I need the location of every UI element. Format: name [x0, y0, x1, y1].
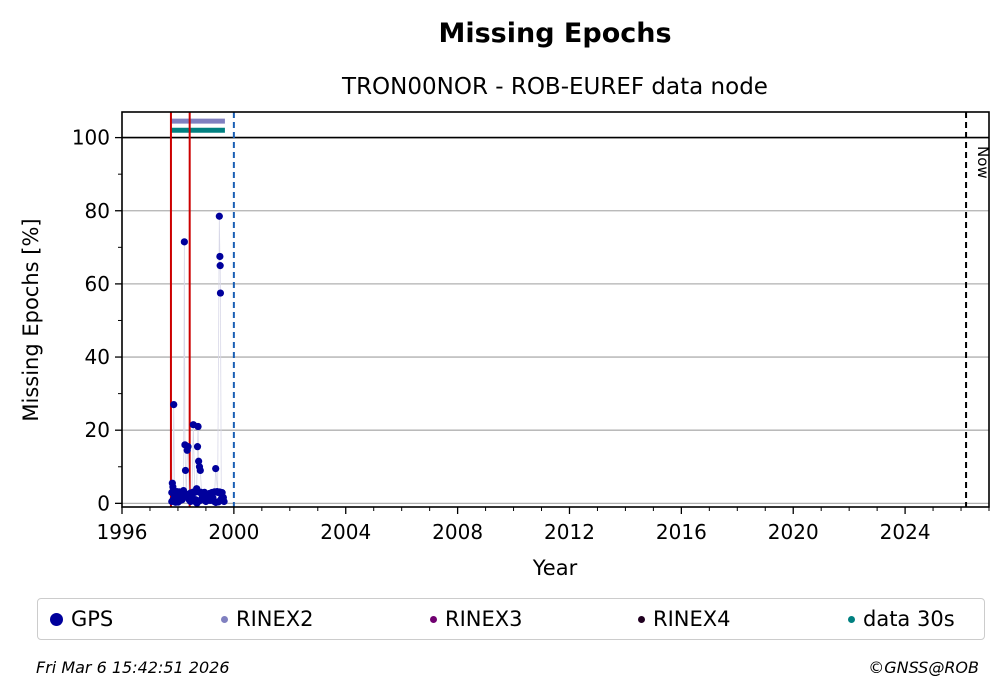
gps-point-28 — [196, 466, 204, 475]
footer-copyright: ©GNSS@ROB — [868, 658, 979, 677]
y-tick-label-20: 20 — [85, 418, 110, 442]
y-tick-label-80: 80 — [85, 199, 110, 223]
gps-point-11 — [180, 238, 188, 246]
x-tick-label-2012: 2012 — [544, 520, 595, 544]
chart-title: Missing Epochs — [438, 18, 671, 49]
legend-label-data30s: data 30s — [863, 607, 955, 631]
legend-label-rinex2: RINEX2 — [236, 607, 314, 631]
legend-marker-rinex2 — [221, 615, 228, 623]
chart-subtitle: TRON00NOR - ROB-EUREF data node — [341, 74, 768, 100]
x-tick-label-1996: 1996 — [97, 520, 148, 544]
legend-item-data30s: data 30s — [848, 599, 955, 639]
gps-point-22 — [191, 496, 200, 504]
gps-point-42 — [216, 252, 224, 261]
legend-label-gps: GPS — [71, 607, 114, 631]
legend-label-rinex3: RINEX3 — [445, 607, 523, 631]
gps-point-43 — [216, 262, 224, 270]
gps-point-13 — [181, 466, 190, 475]
now-label: Now — [974, 146, 992, 179]
y-tick-label-100: 100 — [72, 126, 110, 150]
y-axis-label: Missing Epochs [%] — [19, 218, 43, 421]
footer-timestamp: Fri Mar 6 15:42:51 2026 — [36, 658, 230, 677]
gps-point-45 — [217, 490, 225, 498]
y-tick-label-0: 0 — [97, 491, 110, 515]
gps-point-23 — [193, 485, 201, 493]
gps-point-26 — [195, 457, 203, 465]
x-tick-label-2000: 2000 — [208, 520, 259, 544]
x-tick-label-2020: 2020 — [768, 520, 819, 544]
gps-point-3 — [170, 400, 178, 409]
x-tick-label-2024: 2024 — [880, 520, 931, 544]
legend-marker-data30s — [848, 615, 855, 623]
gps-point-16 — [184, 443, 192, 451]
gps-point-25 — [194, 422, 202, 431]
legend-item-rinex2: RINEX2 — [221, 599, 314, 639]
legend-marker-gps — [50, 612, 63, 626]
legend-marker-rinex4 — [638, 615, 645, 623]
gps-point-24 — [193, 443, 202, 451]
gps-point-44 — [216, 289, 225, 297]
gps-point-47 — [220, 497, 228, 506]
legend-item-rinex3: RINEX3 — [430, 599, 523, 639]
legend: GPS RINEX2 RINEX3 RINEX4 data 30s — [37, 598, 985, 640]
gps-point-38 — [210, 497, 218, 506]
x-tick-label-2016: 2016 — [656, 520, 707, 544]
x-axis-label: Year — [532, 556, 578, 580]
gps-point-2 — [169, 483, 177, 491]
legend-item-rinex4: RINEX4 — [638, 599, 731, 639]
gps-point-39 — [212, 464, 220, 473]
x-tick-label-2004: 2004 — [320, 520, 371, 544]
legend-item-gps: GPS — [50, 599, 113, 639]
y-tick-label-60: 60 — [85, 272, 110, 296]
x-tick-label-2008: 2008 — [432, 520, 483, 544]
plot-area: Now 0 20 40 60 80 100 1996 2000 2004 2008 2012 2016 2… — [72, 111, 992, 544]
legend-label-rinex4: RINEX4 — [653, 607, 731, 631]
legend-marker-rinex3 — [430, 615, 437, 623]
y-tick-label-40: 40 — [85, 345, 110, 369]
gps-point-41 — [215, 212, 223, 220]
plot-frame — [121, 111, 990, 508]
gps-point-10 — [179, 486, 188, 495]
